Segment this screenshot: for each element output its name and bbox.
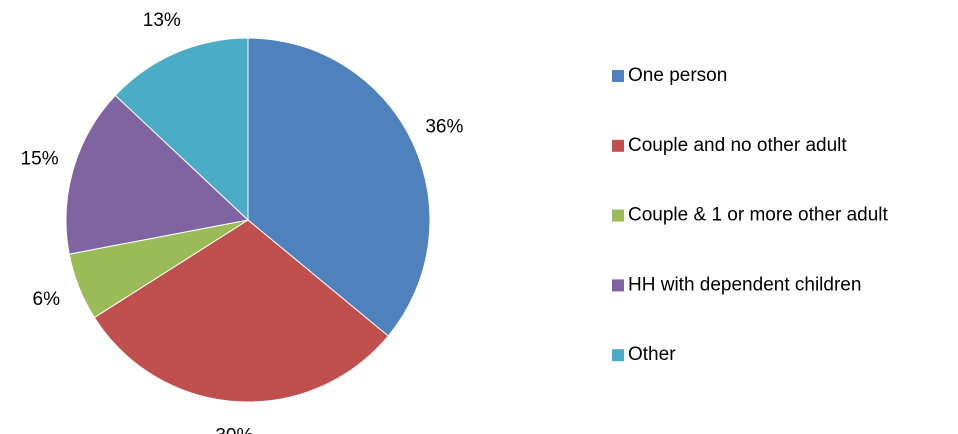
- pie: 36% 30% 6% 15% 13%: [21, 10, 464, 434]
- legend-label: Other: [628, 344, 676, 365]
- data-label: 6%: [33, 289, 61, 310]
- data-label: 13%: [143, 10, 181, 31]
- pie-slice: [114, 37, 249, 222]
- pie-slice: [65, 94, 250, 255]
- legend-label: Couple & 1 or more other adult: [628, 205, 889, 226]
- legend-swatch: [612, 349, 624, 362]
- pie-slice: [247, 37, 431, 337]
- legend-swatch: [612, 279, 624, 292]
- data-label: 30%: [215, 426, 253, 434]
- legend-label: HH with dependent children: [628, 274, 861, 295]
- legend-label: One person: [628, 65, 727, 86]
- legend: One person Couple and no other adult Coupl…: [612, 65, 889, 365]
- data-label: 15%: [21, 148, 59, 169]
- legend-swatch: [612, 209, 624, 222]
- legend-label: Couple and no other adult: [628, 135, 847, 156]
- legend-swatch: [612, 70, 624, 82]
- data-label: 36%: [425, 117, 463, 138]
- pie-slice: [93, 219, 389, 403]
- legend-swatch: [612, 139, 624, 152]
